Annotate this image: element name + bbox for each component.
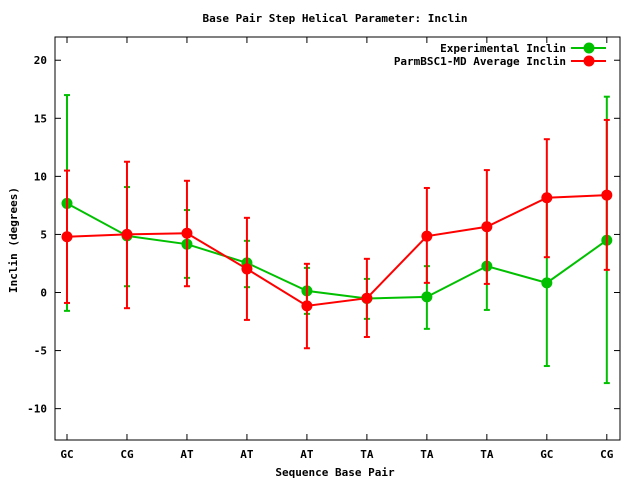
data-point: [361, 292, 373, 304]
legend-label: Experimental Inclin: [440, 42, 566, 55]
data-point: [121, 228, 133, 240]
y-axis-label: Inclin (degrees): [7, 187, 20, 293]
y-tick-label: -5: [34, 345, 47, 358]
series-group: [61, 94, 613, 385]
data-point: [601, 189, 613, 201]
x-tick-label: TA: [360, 448, 374, 461]
data-point: [241, 263, 253, 275]
series-line: [66, 202, 608, 300]
x-tick-label: CG: [120, 448, 134, 461]
data-point: [181, 227, 193, 239]
y-axis: -10 -5 0 5 10 15 20: [27, 54, 620, 416]
x-tick-label: TA: [480, 448, 494, 461]
legend-marker: [583, 42, 595, 54]
y-tick-label: 0: [40, 287, 47, 300]
x-tick-label: GC: [540, 448, 553, 461]
series-1: [61, 118, 613, 350]
y-tick-label: 20: [34, 54, 47, 67]
y-tick-label: 5: [40, 228, 47, 241]
plot-frame: [54, 36, 621, 441]
x-tick-label: CG: [600, 448, 614, 461]
x-tick-label: AT: [300, 448, 314, 461]
series-0: [61, 94, 613, 385]
y-tick-label: 10: [34, 170, 47, 183]
data-point: [61, 231, 73, 243]
data-point: [421, 230, 433, 242]
data-point: [481, 221, 493, 233]
data-point: [541, 192, 553, 204]
x-axis: GC CG AT AT AT TA TA TA GC CG: [60, 37, 614, 461]
x-tick-label: GC: [60, 448, 73, 461]
legend-marker: [583, 55, 595, 67]
y-tick-label: 15: [34, 112, 47, 125]
data-point: [301, 300, 313, 312]
data-point: [541, 277, 553, 289]
x-tick-label: AT: [180, 448, 194, 461]
legend-label: ParmBSC1-MD Average Inclin: [394, 55, 566, 68]
series-line: [66, 194, 607, 307]
x-axis-label: Sequence Base Pair: [275, 466, 395, 479]
y-tick-label: -10: [27, 403, 47, 416]
x-tick-label: AT: [240, 448, 254, 461]
data-point: [421, 291, 433, 303]
chart-title: Base Pair Step Helical Parameter: Inclin: [203, 12, 468, 25]
x-tick-label: TA: [420, 448, 434, 461]
